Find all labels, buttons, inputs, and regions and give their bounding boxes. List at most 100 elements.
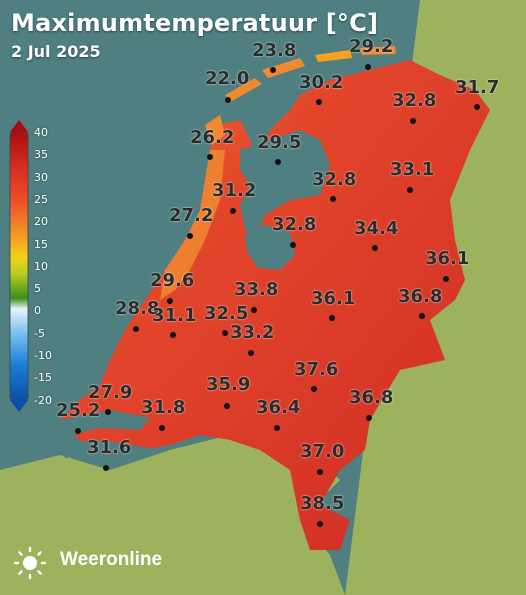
legend-tick-label: 15 — [34, 237, 48, 251]
station-dot-icon — [187, 233, 193, 239]
station-dot-icon — [366, 415, 372, 421]
coastal-strip — [160, 150, 225, 300]
legend-tick-label: 30 — [34, 170, 48, 184]
station-temperature: 37.6 — [294, 359, 339, 380]
station-temperature: 26.2 — [190, 127, 235, 148]
station-dot-icon — [316, 99, 322, 105]
station-temperature: 31.2 — [212, 180, 257, 201]
station-temperature: 27.2 — [169, 205, 214, 226]
station-temperature: 32.5 — [204, 303, 249, 324]
station-dot-icon — [248, 350, 254, 356]
station-dot-icon — [329, 315, 335, 321]
station-dot-icon — [365, 64, 371, 70]
station-temperature: 37.0 — [300, 441, 345, 462]
legend-tick-label: 5 — [34, 282, 41, 296]
station-temperature: 36.4 — [256, 397, 301, 418]
station-dot-icon — [225, 97, 231, 103]
station-dot-icon — [159, 425, 165, 431]
zeeland-water — [60, 410, 150, 435]
station-temperature: 27.9 — [88, 382, 133, 403]
station-temperature: 29.2 — [349, 36, 394, 57]
legend-top-arrow-icon — [10, 120, 28, 132]
map-date: 2 Jul 2025 — [11, 42, 101, 61]
station-dot-icon — [311, 386, 317, 392]
station-temperature: 31.6 — [87, 437, 132, 458]
station-temperature: 33.1 — [390, 159, 435, 180]
station-temperature: 38.5 — [300, 493, 345, 514]
station-temperature: 29.5 — [257, 132, 302, 153]
station-temperature: 36.8 — [398, 286, 443, 307]
station-temperature: 35.9 — [206, 374, 251, 395]
station-dot-icon — [419, 313, 425, 319]
station-dot-icon — [224, 403, 230, 409]
station-temperature: 34.4 — [354, 218, 399, 239]
legend-tick-label: 25 — [34, 192, 48, 206]
westerschelde — [60, 440, 150, 458]
station-temperature: 36.1 — [425, 248, 470, 269]
legend-tick-label: 10 — [34, 259, 48, 273]
wadden-island-terschelling — [262, 58, 305, 78]
station-temperature: 32.8 — [312, 169, 357, 190]
station-temperature: 32.8 — [272, 214, 317, 235]
brand-name: Weeronline — [60, 549, 163, 570]
station-temperature: 29.6 — [150, 270, 195, 291]
station-dot-icon — [290, 242, 296, 248]
legend-bottom-arrow-icon — [10, 400, 28, 412]
legend — [9, 120, 29, 412]
station-dot-icon — [317, 469, 323, 475]
station-dot-icon — [270, 67, 276, 73]
neighbouring-land-east — [420, 40, 526, 480]
wadden-island-vlieland — [225, 78, 262, 102]
station-temperature: 31.8 — [141, 397, 186, 418]
legend-tick-label: -20 — [34, 393, 52, 407]
station-dot-icon — [75, 428, 81, 434]
wadden-island-texel — [205, 115, 225, 145]
station-dot-icon — [372, 245, 378, 251]
legend-tick-label: -5 — [34, 326, 45, 340]
station-dot-icon — [443, 276, 449, 282]
legend-tick-label: -15 — [34, 371, 52, 385]
station-temperature: 25.2 — [56, 400, 101, 421]
station-temperature: 32.8 — [392, 90, 437, 111]
markermeer — [245, 225, 295, 270]
station-dot-icon — [407, 187, 413, 193]
legend-tick-label: 35 — [34, 148, 48, 162]
station-dot-icon — [275, 159, 281, 165]
station-dot-icon — [330, 196, 336, 202]
station-dot-icon — [167, 298, 173, 304]
station-temperature: 31.7 — [455, 77, 500, 98]
netherlands-land — [60, 60, 490, 550]
station-dot-icon — [133, 326, 139, 332]
station-temperature: 33.8 — [234, 279, 279, 300]
wadden-island-ameland — [315, 50, 352, 62]
station-dot-icon — [410, 118, 416, 124]
legend-tick-label: -10 — [34, 349, 52, 362]
station-temperature: 36.1 — [311, 288, 356, 309]
station-temperature: 22.0 — [205, 68, 250, 89]
station-temperature: 33.2 — [230, 322, 275, 343]
legend-tick-label: 20 — [34, 215, 48, 229]
station-dot-icon — [105, 409, 111, 415]
station-dot-icon — [103, 465, 109, 471]
legend-tick-label: 0 — [34, 304, 41, 318]
station-temperature: 28.8 — [115, 298, 160, 319]
station-temperature: 31.1 — [152, 305, 197, 326]
legend-tick-label: 40 — [34, 126, 48, 139]
wadden-island-schiermonnikoog — [360, 46, 396, 55]
station-dot-icon — [207, 154, 213, 160]
station-dot-icon — [317, 521, 323, 527]
station-temperature: 23.8 — [252, 40, 297, 61]
map-title: Maximumtemperatuur [°C] — [11, 9, 379, 37]
station-dot-icon — [230, 208, 236, 214]
station-dot-icon — [474, 104, 480, 110]
station-dot-icon — [170, 332, 176, 338]
station-dot-icon — [222, 330, 228, 336]
ijsselmeer — [240, 130, 330, 240]
station-temperature: 30.2 — [299, 72, 344, 93]
station-dot-icon — [274, 425, 280, 431]
legend-bar — [9, 131, 29, 401]
sun-logo-icon — [13, 546, 47, 580]
station-dot-icon — [251, 307, 257, 313]
